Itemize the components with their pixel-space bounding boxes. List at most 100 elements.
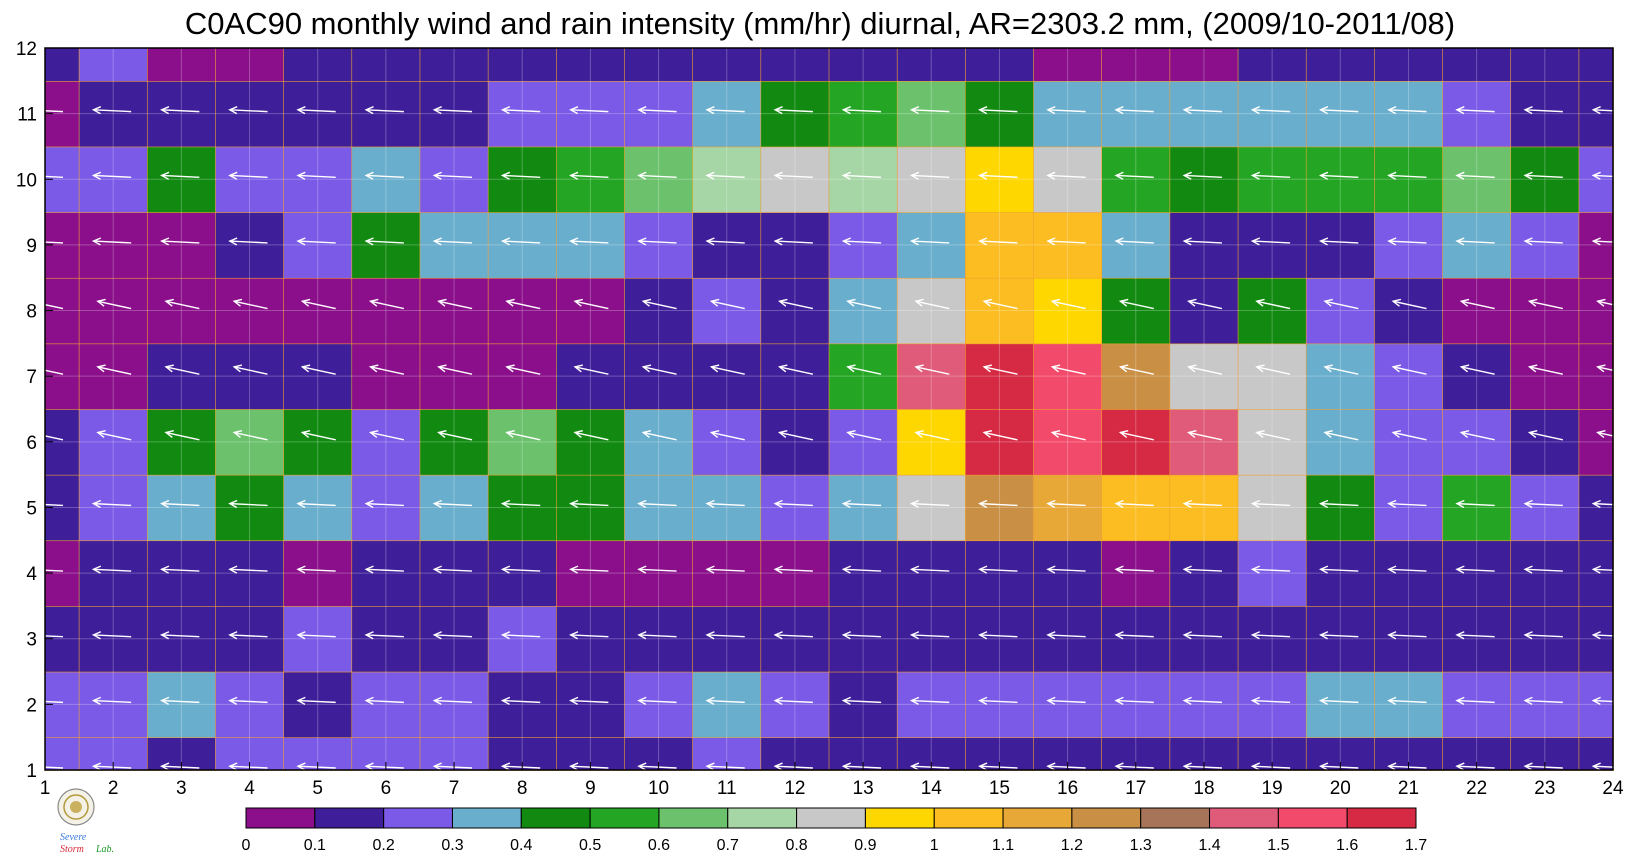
heatmap-cell <box>1169 408 1239 476</box>
wind-arrow <box>637 631 677 640</box>
heatmap-cell <box>215 80 285 148</box>
heatmap-cell <box>1578 474 1614 542</box>
heatmap-cell <box>1510 343 1580 410</box>
heatmap-cell <box>1033 80 1103 148</box>
wind-arrow <box>569 631 609 640</box>
wind-arrow <box>505 298 541 310</box>
wind-arrow <box>432 237 473 246</box>
wind-arrow <box>1118 429 1154 441</box>
wind-arrow <box>569 237 609 246</box>
wind-arrow <box>432 631 473 640</box>
heatmap-cell <box>1033 408 1103 476</box>
x-tick-label: 18 <box>1193 778 1214 799</box>
wind-arrow <box>1114 171 1154 180</box>
colorbar-tick-label: 0.2 <box>373 837 395 854</box>
heatmap-cell <box>1101 80 1171 148</box>
wind-arrow <box>705 106 745 115</box>
wind-arrow <box>841 696 882 705</box>
wind-arrow <box>1591 499 1632 509</box>
wind-arrow <box>1527 429 1563 441</box>
heatmap-cell <box>692 343 762 410</box>
y-tick-label: 2 <box>26 695 37 716</box>
wind-arrow <box>300 364 336 375</box>
heatmap-cell <box>1510 277 1580 345</box>
wind-arrow <box>1250 499 1291 509</box>
heatmap-cell <box>556 211 626 279</box>
heatmap-cell <box>896 343 967 410</box>
heatmap-cell <box>215 474 285 542</box>
wind-arrow <box>232 364 268 375</box>
heatmap-cell <box>1101 146 1171 213</box>
wind-arrow <box>777 429 814 441</box>
wind-arrow <box>1591 106 1632 115</box>
heatmap-cell <box>624 343 694 410</box>
heatmap-cell <box>1374 146 1444 213</box>
heatmap-cell <box>1169 671 1239 738</box>
heatmap-cell <box>1237 605 1308 673</box>
heatmap-cell <box>351 80 421 148</box>
heatmap-cell <box>965 80 1035 148</box>
wind-arrow <box>1255 298 1291 310</box>
wind-arrow <box>160 499 200 509</box>
heatmap-cell <box>1237 408 1308 476</box>
wind-arrow <box>637 499 677 509</box>
heatmap-cell <box>828 343 898 410</box>
wind-arrow <box>1523 499 1563 509</box>
heatmap-cell <box>1101 343 1171 410</box>
logo-word-lab: Lab. <box>95 844 114 855</box>
heatmap-cell <box>1169 343 1239 410</box>
wind-arrow <box>91 762 132 771</box>
heatmap-cell <box>760 146 830 213</box>
wind-arrow <box>296 171 336 180</box>
wind-arrow <box>96 298 132 310</box>
colorbar-swatch <box>1140 807 1211 829</box>
wind-arrow <box>364 696 404 705</box>
wind-arrow <box>1255 364 1291 375</box>
heatmap-cell <box>896 277 967 345</box>
heatmap-cell <box>692 605 762 673</box>
heatmap-cell <box>1237 146 1308 213</box>
y-tick-label: 7 <box>26 367 37 388</box>
wind-arrow <box>1318 762 1359 771</box>
x-tick-label: 11 <box>717 778 737 799</box>
heatmap-cell <box>1305 539 1376 607</box>
colorbar-swatch <box>727 807 798 829</box>
wind-arrow <box>23 237 64 246</box>
heatmap-cell <box>283 47 353 82</box>
heatmap-cell <box>215 671 285 738</box>
heatmap-cell <box>556 47 626 82</box>
wind-arrow <box>1050 364 1086 375</box>
wind-arrow <box>368 429 405 441</box>
wind-arrow <box>1523 631 1563 640</box>
wind-arrow <box>164 364 200 375</box>
wind-arrow <box>1318 696 1359 705</box>
heatmap-cell <box>760 605 830 673</box>
wind-arrow <box>1323 364 1359 375</box>
heatmap <box>44 47 1614 771</box>
wind-arrow <box>500 696 541 705</box>
heatmap-cell <box>283 146 353 213</box>
colorbar-swatch <box>1071 807 1142 829</box>
x-tick-label: 9 <box>585 778 596 799</box>
colorbar-swatch <box>658 807 729 829</box>
colorbar-tick-label: 0.5 <box>579 837 601 854</box>
heatmap-cell <box>1305 343 1376 410</box>
heatmap-cell <box>351 539 421 607</box>
heatmap-cell <box>1374 605 1444 673</box>
colorbar-swatch <box>1002 807 1073 829</box>
wind-arrow <box>1459 364 1495 375</box>
heatmap-cell <box>1578 343 1614 410</box>
heatmap-cell <box>965 211 1035 279</box>
wind-arrow <box>296 631 336 640</box>
wind-arrow <box>709 429 745 441</box>
heatmap-cell <box>1442 539 1512 607</box>
wind-arrow <box>705 762 745 771</box>
wind-arrow <box>1250 762 1291 771</box>
y-tick-label: 3 <box>26 630 37 651</box>
x-tick-label: 13 <box>853 778 874 799</box>
heatmap-cell <box>146 47 217 82</box>
heatmap-cell <box>487 605 558 673</box>
wind-arrow <box>1596 429 1632 441</box>
wind-arrow <box>1318 631 1359 640</box>
wind-arrow <box>28 364 64 375</box>
